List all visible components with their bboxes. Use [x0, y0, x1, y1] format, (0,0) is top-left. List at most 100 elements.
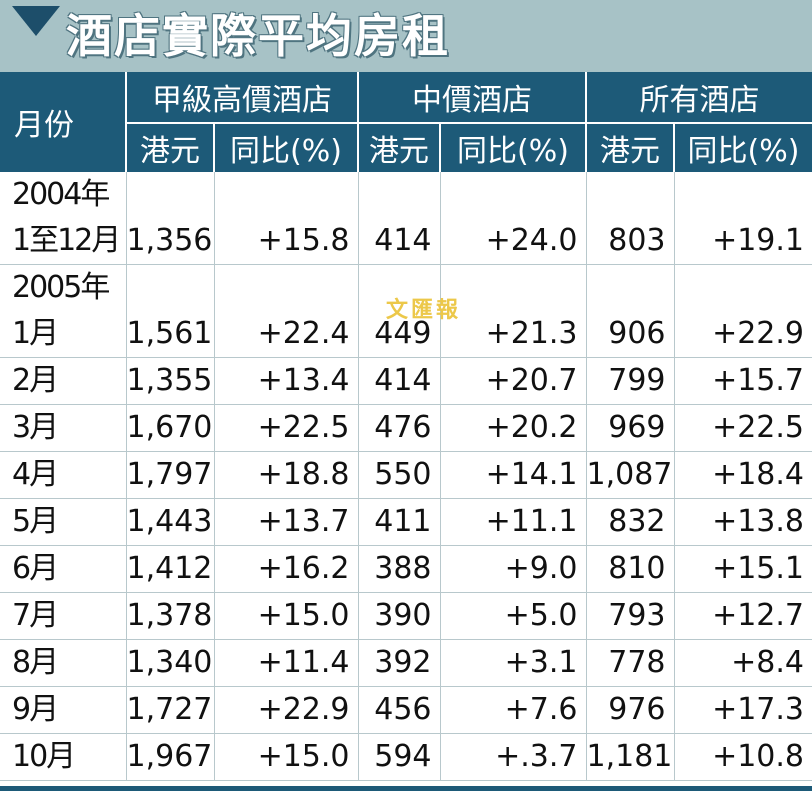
month-cell: 8月 [0, 639, 127, 687]
triangle-marker-icon [12, 6, 60, 36]
value-cell: +22.4 [214, 311, 359, 358]
value-cell: 456 [358, 686, 441, 734]
table-row: 5月 1,443 +13.7 411 +11.1 832 +13.8 [0, 498, 812, 546]
table-body: 2004年 1至12月 1,356 +15.8 414 +24.0 803 +19.1 2005… [0, 172, 812, 781]
value-cell: 799 [586, 357, 675, 405]
value-cell: 832 [586, 498, 675, 546]
empty-cell [674, 172, 812, 218]
month-cell: 1月 [0, 311, 127, 358]
value-cell: 594 [358, 733, 441, 781]
value-cell: +.3.7 [440, 733, 587, 781]
value-cell: +13.4 [214, 357, 359, 405]
value-cell: 793 [586, 592, 675, 640]
value-cell: +3.1 [440, 639, 587, 687]
value-cell: +20.7 [440, 357, 587, 405]
table-row: 1至12月 1,356 +15.8 414 +24.0 803 +19.1 [0, 218, 812, 265]
year-row: 2004年 [0, 172, 812, 218]
value-cell: 1,443 [126, 498, 215, 546]
month-cell: 3月 [0, 404, 127, 452]
header-month: 月份 [0, 72, 127, 172]
value-cell: +22.5 [214, 404, 359, 452]
year-label: 2004年 [0, 172, 127, 218]
value-cell: 1,087 [586, 451, 675, 499]
value-cell: 1,378 [126, 592, 215, 640]
header-group-mid: 中價酒店 [358, 72, 587, 124]
value-cell: 1,967 [126, 733, 215, 781]
value-cell: 414 [358, 357, 441, 405]
header-yoy: 同比(%) [214, 123, 359, 172]
value-cell: +19.1 [674, 218, 812, 265]
table-row: 10月 1,967 +15.0 594 +.3.7 1,181 +10.8 [0, 733, 812, 781]
value-cell: +16.2 [214, 545, 359, 593]
month-cell: 2月 [0, 357, 127, 405]
value-cell: +18.4 [674, 451, 812, 499]
value-cell: 390 [358, 592, 441, 640]
value-cell: +7.6 [440, 686, 587, 734]
value-cell: 550 [358, 451, 441, 499]
value-cell: +10.8 [674, 733, 812, 781]
title-bar: 酒店實際平均房租 [0, 0, 812, 72]
value-cell: 388 [358, 545, 441, 593]
value-cell: +18.8 [214, 451, 359, 499]
room-rate-table: 月份 甲級高價酒店 中價酒店 所有酒店 港元 同比(%) 港元 同比(%) 港元… [0, 72, 812, 781]
value-cell: 1,797 [126, 451, 215, 499]
month-cell: 1至12月 [0, 218, 127, 265]
table-row: 1月 1,561 +22.4 449 +21.3 906 +22.9 [0, 311, 812, 358]
value-cell: +22.9 [214, 686, 359, 734]
header-hkd: 港元 [586, 123, 675, 172]
table-row: 9月 1,727 +22.9 456 +7.6 976 +17.3 [0, 686, 812, 734]
header-yoy: 同比(%) [674, 123, 812, 172]
month-cell: 4月 [0, 451, 127, 499]
value-cell: 1,355 [126, 357, 215, 405]
value-cell: 476 [358, 404, 441, 452]
value-cell: +12.7 [674, 592, 812, 640]
year-row: 2005年 [0, 264, 812, 312]
empty-cell [440, 264, 587, 311]
value-cell: 1,412 [126, 545, 215, 593]
header-yoy: 同比(%) [440, 123, 587, 172]
bottom-divider [0, 786, 812, 791]
table-row: 7月 1,378 +15.0 390 +5.0 793 +12.7 [0, 592, 812, 640]
value-cell: 1,340 [126, 639, 215, 687]
header-group-all: 所有酒店 [586, 72, 812, 124]
table-row: 3月 1,670 +22.5 476 +20.2 969 +22.5 [0, 404, 812, 452]
value-cell: +15.8 [214, 218, 359, 265]
value-cell: 1,356 [126, 218, 215, 265]
month-cell: 5月 [0, 498, 127, 546]
empty-cell [358, 172, 441, 218]
value-cell: 449 [358, 311, 441, 358]
table-row: 4月 1,797 +18.8 550 +14.1 1,087 +18.4 [0, 451, 812, 499]
value-cell: +24.0 [440, 218, 587, 265]
value-cell: 906 [586, 311, 675, 358]
empty-cell [126, 172, 215, 218]
table-row: 2月 1,355 +13.4 414 +20.7 799 +15.7 [0, 357, 812, 405]
month-cell: 6月 [0, 545, 127, 593]
year-label: 2005年 [0, 264, 127, 311]
empty-cell [214, 264, 359, 311]
value-cell: +9.0 [440, 545, 587, 593]
empty-cell [214, 172, 359, 218]
value-cell: +11.1 [440, 498, 587, 546]
table-row: 8月 1,340 +11.4 392 +3.1 778 +8.4 [0, 639, 812, 687]
value-cell: 1,561 [126, 311, 215, 358]
value-cell: 1,181 [586, 733, 675, 781]
empty-cell [440, 172, 587, 218]
empty-cell [358, 264, 441, 311]
value-cell: +15.7 [674, 357, 812, 405]
value-cell: 1,727 [126, 686, 215, 734]
value-cell: 778 [586, 639, 675, 687]
value-cell: +21.3 [440, 311, 587, 358]
watermark-logo: 文匯報 [386, 298, 462, 323]
month-cell: 9月 [0, 686, 127, 734]
empty-cell [586, 264, 675, 311]
table-row: 6月 1,412 +16.2 388 +9.0 810 +15.1 [0, 545, 812, 593]
value-cell: +5.0 [440, 592, 587, 640]
empty-cell [126, 264, 215, 311]
month-cell: 7月 [0, 592, 127, 640]
value-cell: 976 [586, 686, 675, 734]
empty-cell [674, 265, 812, 312]
value-cell: +15.0 [214, 592, 359, 640]
value-cell: 414 [358, 218, 441, 265]
empty-cell [586, 172, 675, 218]
month-cell: 10月 [0, 733, 127, 781]
